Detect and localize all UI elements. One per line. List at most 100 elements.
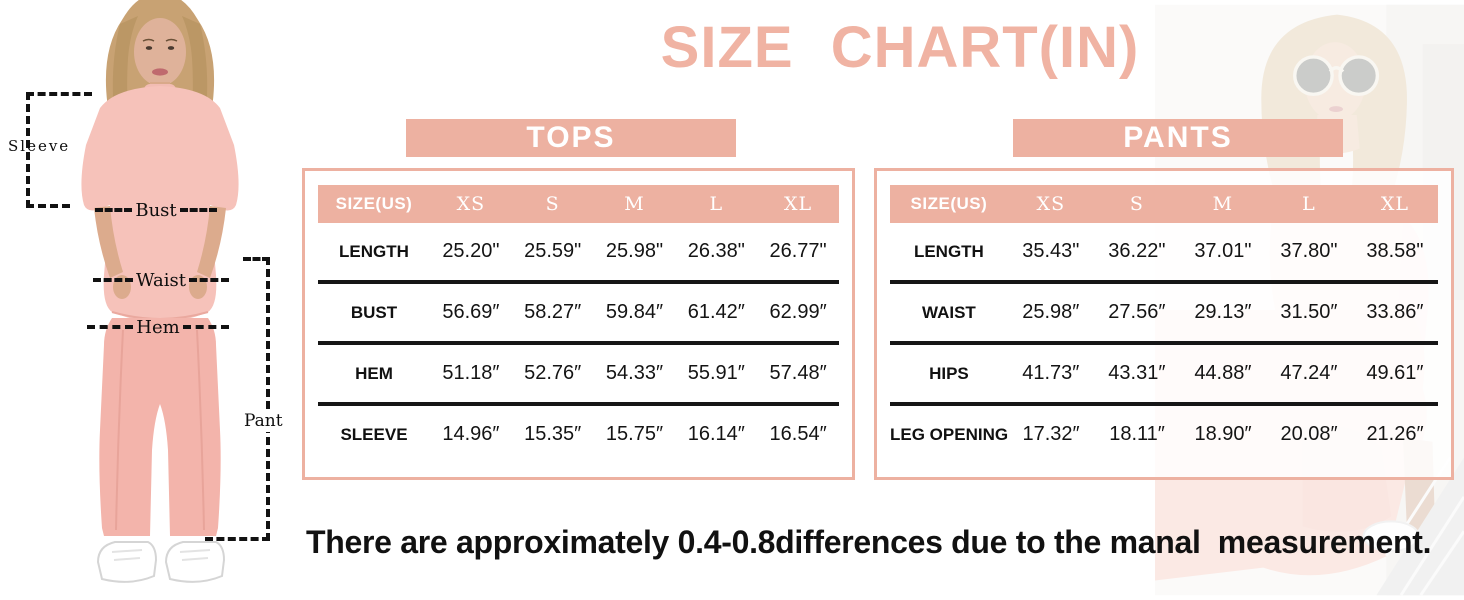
sleeve-label: Sleeve — [8, 137, 71, 155]
measurement-value: 25.98" — [605, 240, 664, 262]
measurement-value: 55.91″ — [687, 362, 745, 384]
measurement-value: 15.75″ — [605, 423, 664, 445]
measurement-value: 56.69″ — [442, 301, 500, 323]
sunglasses-right-lens — [1338, 55, 1380, 97]
measurement-value: 20.08″ — [1280, 423, 1338, 445]
measurement-value: 37.01" — [1194, 240, 1252, 262]
measurement-label: HIPS — [929, 363, 969, 383]
measurement-value: 16.54″ — [769, 423, 827, 445]
sleeve-bracket-top — [26, 92, 92, 96]
measurement-label: SLEEVE — [340, 424, 408, 444]
measurement-value: 26.77" — [769, 240, 827, 262]
measurement-value: 17.32″ — [1022, 423, 1080, 445]
measurement-row-leg-opening: LEG OPENING 17.32″ 18.11″ 18.90″ 20.08″ 21.26… — [890, 402, 1438, 463]
size-column-xs: XS — [456, 193, 486, 215]
measurement-label: LENGTH — [913, 241, 984, 261]
lips — [152, 68, 168, 76]
measurement-row-bust: BUST 56.69″ 58.27″ 59.84″ 61.42″ 62.99″ — [318, 280, 839, 341]
measurement-value: 49.61″ — [1366, 362, 1424, 384]
size-column-m: M — [624, 193, 645, 215]
waist-dash-right — [188, 278, 229, 282]
size-column-l: L — [1302, 193, 1316, 215]
measurement-value: 62.99″ — [769, 301, 827, 323]
measurement-value: 38.58" — [1366, 240, 1424, 262]
waist-label: Waist — [136, 269, 186, 291]
measurement-value: 58.27″ — [524, 301, 582, 323]
measurement-value: 57.48″ — [769, 362, 827, 384]
sneaker — [1362, 520, 1420, 552]
sunglasses-bridge — [1328, 66, 1345, 73]
sleeve-bracket-bottom — [26, 204, 70, 208]
size-column-xs: XS — [1036, 193, 1066, 215]
measurement-value: 59.84″ — [605, 301, 664, 323]
measurement-value: 43.31″ — [1108, 362, 1166, 384]
hem-measure-line: Hem — [87, 314, 230, 340]
bust-label: Bust — [135, 199, 177, 221]
pants-banner: PANTS — [1013, 119, 1343, 157]
forearm-right — [197, 206, 226, 278]
waist-dash-left — [93, 278, 134, 282]
measurement-value: 29.13″ — [1194, 301, 1252, 323]
size-column-s: S — [1129, 193, 1144, 215]
size-column-xl: XL — [784, 193, 813, 215]
pink-top — [81, 86, 239, 322]
measurement-value: 25.59" — [524, 240, 582, 262]
forearm-left — [94, 206, 123, 278]
pant-bracket-bottom — [205, 537, 270, 541]
measurement-row-hips: HIPS 41.73″ 43.31″ 44.88″ 47.24″ 49.61″ — [890, 341, 1438, 402]
size-column-l: L — [709, 193, 724, 215]
pant-bracket-top — [243, 257, 270, 261]
shoe-left — [96, 541, 158, 583]
shoe-right — [164, 541, 226, 583]
measurement-row-length: LENGTH 25.20" 25.59" 25.98" 26.38" 26.77" — [318, 223, 839, 280]
measurement-label: BUST — [350, 302, 398, 322]
hem-label: Hem — [136, 316, 180, 338]
measurement-value: 25.20" — [442, 240, 500, 262]
model-photo-front — [20, 0, 300, 600]
measurement-row-length: LENGTH 35.43" 36.22" 37.01" 37.80" 38.58" — [890, 223, 1438, 280]
pant-label: Pant — [242, 410, 285, 432]
pants — [99, 318, 221, 536]
measurement-value: 33.86″ — [1366, 301, 1424, 323]
measurement-label: HEM — [355, 363, 393, 383]
measurement-value: 18.11″ — [1109, 423, 1165, 445]
measurement-label: WAIST — [921, 302, 976, 322]
measurement-disclaimer: There are approximately 0.4-0.8differenc… — [306, 524, 1432, 560]
measurement-value: 31.50″ — [1280, 301, 1338, 323]
measurement-label: LENGTH — [339, 241, 409, 261]
bust-measure-line: Bust — [95, 197, 218, 223]
size-header-row: SIZE(US) XS S M L XL — [890, 185, 1438, 223]
measurement-value: 27.56″ — [1108, 301, 1166, 323]
bust-dash-left — [95, 208, 133, 212]
waist-measure-line: Waist — [93, 267, 229, 293]
measurement-value: 21.26″ — [1366, 423, 1424, 445]
size-column-s: S — [545, 193, 560, 215]
measurement-value: 25.98″ — [1022, 301, 1080, 323]
size-column-m: M — [1212, 193, 1234, 215]
measurement-value: 52.76″ — [524, 362, 582, 384]
hem-dash-right — [182, 325, 230, 329]
tops-banner: TOPS — [406, 119, 736, 157]
size-us-header: SIZE(US) — [335, 194, 413, 213]
measurement-value: 15.35″ — [524, 423, 582, 445]
measurement-value: 61.42″ — [687, 301, 745, 323]
lips — [1329, 106, 1343, 113]
front-model-illustration — [81, 0, 239, 583]
measurement-value: 37.80" — [1280, 240, 1338, 262]
measurement-label: LEG OPENING — [890, 424, 1009, 444]
measurement-value: 54.33″ — [605, 362, 664, 384]
bust-dash-right — [179, 208, 218, 212]
measurement-row-sleeve: SLEEVE 14.96″ 15.35″ 15.75″ 16.14″ 16.54″ — [318, 402, 839, 463]
page-title: SIZE CHART(IN) — [660, 15, 1140, 80]
measurement-value: 14.96″ — [442, 423, 500, 445]
size-column-xl: XL — [1380, 193, 1410, 215]
hem-dash-left — [87, 325, 134, 329]
tops-size-table: SIZE(US) XS S M L XL LENGTH 25.20" 25.59" 25.98" 2… — [302, 168, 855, 480]
measurement-value: 36.22" — [1108, 240, 1166, 262]
measurement-value: 47.24″ — [1280, 362, 1338, 384]
measurement-value: 41.73″ — [1022, 362, 1080, 384]
sunglasses-left-lens — [1293, 55, 1334, 97]
measurement-value: 18.90″ — [1194, 423, 1252, 445]
measurement-value: 16.14″ — [687, 423, 745, 445]
